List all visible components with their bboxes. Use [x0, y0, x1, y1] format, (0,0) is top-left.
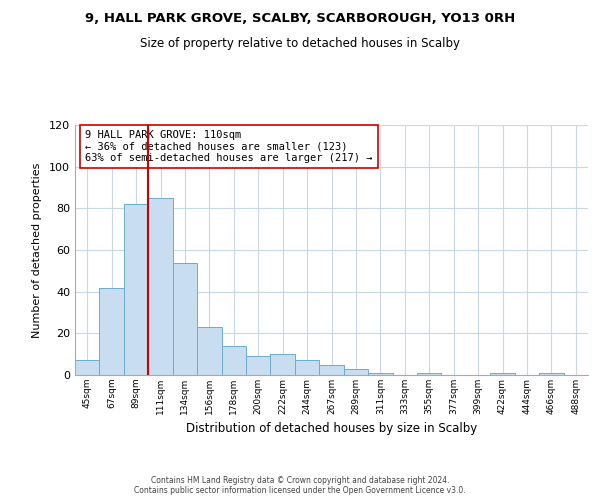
Bar [221, 346, 246, 375]
Bar [295, 360, 319, 375]
Text: Contains HM Land Registry data © Crown copyright and database right 2024.
Contai: Contains HM Land Registry data © Crown c… [134, 476, 466, 495]
Bar [246, 356, 271, 375]
Text: Size of property relative to detached houses in Scalby: Size of property relative to detached ho… [140, 38, 460, 51]
Bar [148, 198, 173, 375]
Bar [417, 373, 442, 375]
Text: 9 HALL PARK GROVE: 110sqm
← 36% of detached houses are smaller (123)
63% of semi: 9 HALL PARK GROVE: 110sqm ← 36% of detac… [85, 130, 373, 163]
Bar [539, 373, 563, 375]
Bar [100, 288, 124, 375]
Bar [271, 354, 295, 375]
X-axis label: Distribution of detached houses by size in Scalby: Distribution of detached houses by size … [186, 422, 477, 436]
Bar [344, 369, 368, 375]
Bar [368, 373, 392, 375]
Text: 9, HALL PARK GROVE, SCALBY, SCARBOROUGH, YO13 0RH: 9, HALL PARK GROVE, SCALBY, SCARBOROUGH,… [85, 12, 515, 26]
Bar [173, 262, 197, 375]
Bar [319, 364, 344, 375]
Bar [75, 360, 100, 375]
Bar [197, 327, 221, 375]
Bar [124, 204, 148, 375]
Bar [490, 373, 515, 375]
Y-axis label: Number of detached properties: Number of detached properties [32, 162, 42, 338]
